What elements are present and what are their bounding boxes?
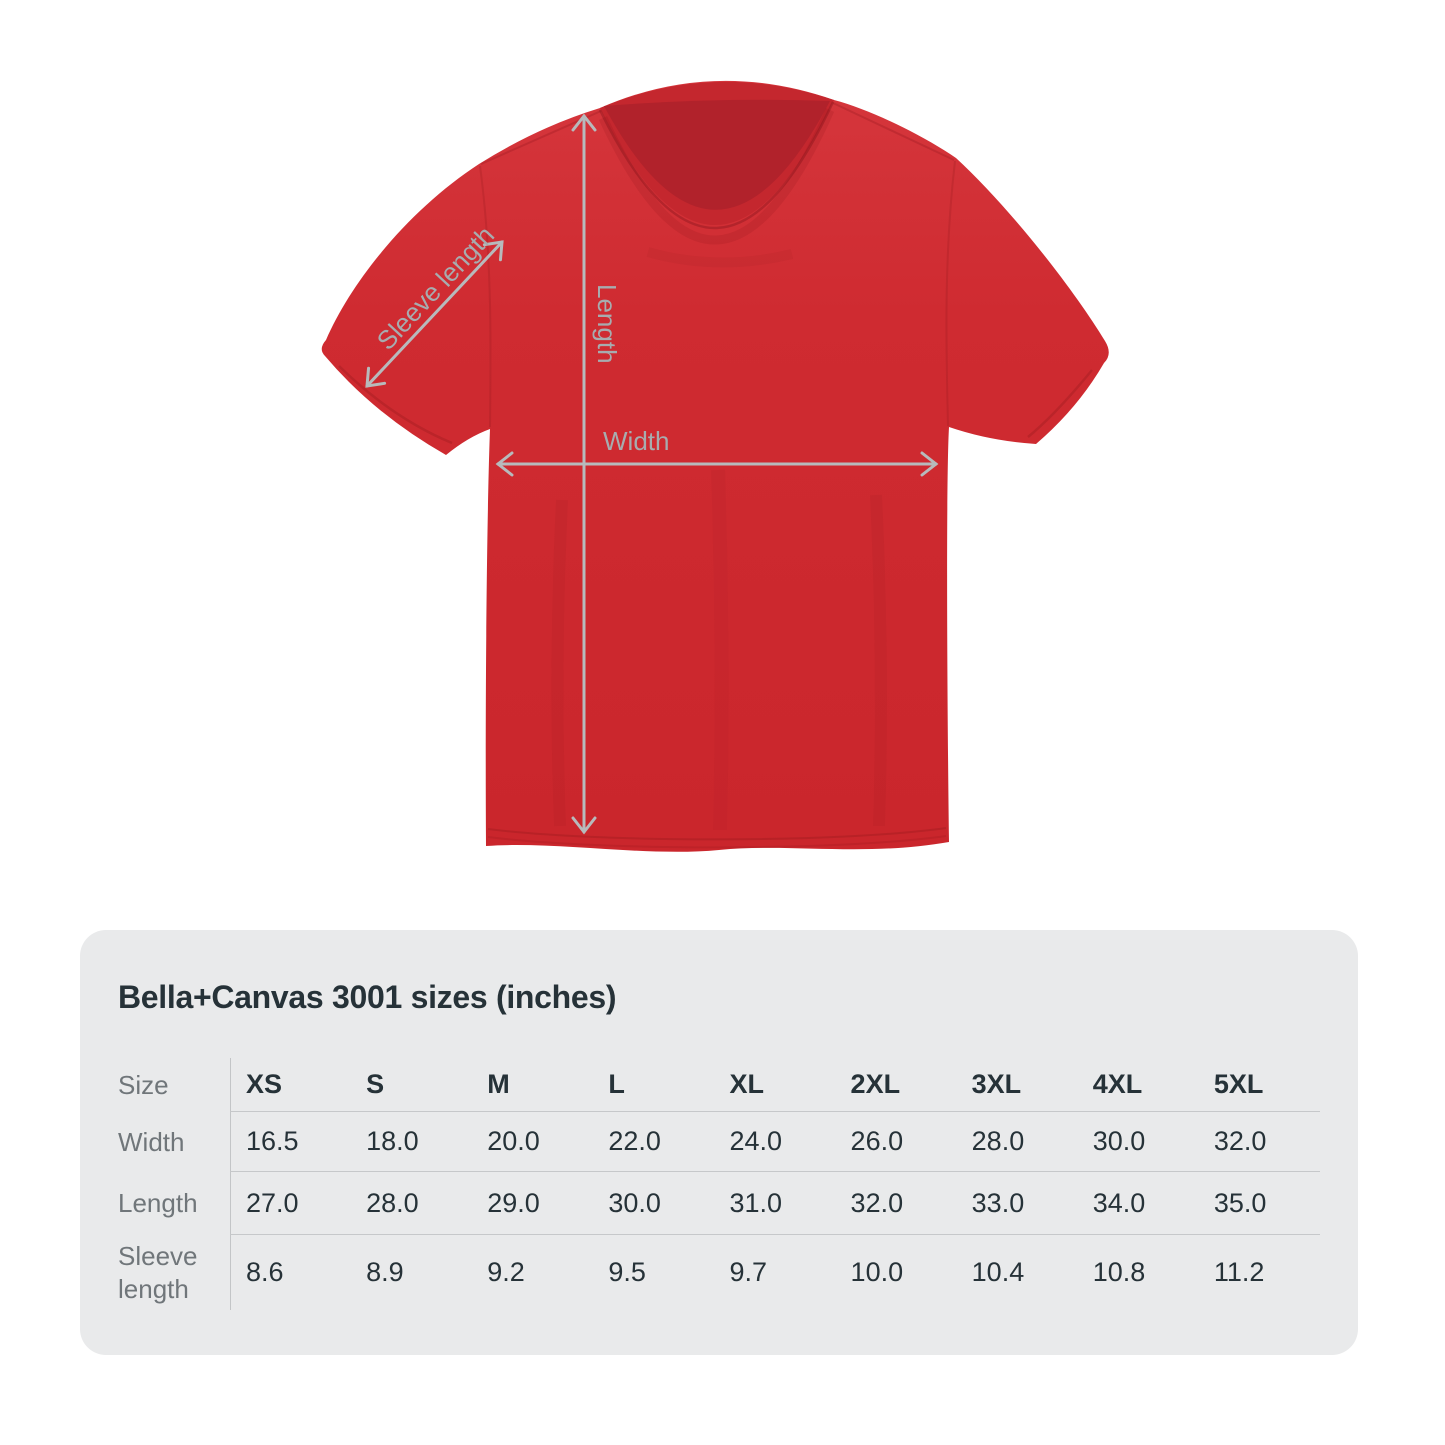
size-value: 10.0 <box>850 1257 904 1287</box>
size-value: 32.0 <box>835 1172 957 1235</box>
size-value: 30.0 <box>593 1172 715 1235</box>
size-header-4xl: 4XL <box>1077 1058 1199 1112</box>
fold-shade-chest <box>646 247 794 268</box>
size-value: 9.7 <box>729 1257 767 1287</box>
collar-inner-shadow <box>604 99 830 210</box>
size-value: 26.0 <box>835 1112 957 1172</box>
size-value: 9.2 <box>487 1257 525 1287</box>
row-label-width: Width <box>118 1126 185 1157</box>
size-header-l: L <box>593 1058 715 1112</box>
size-value: 8.9 <box>366 1257 404 1287</box>
fold-shade-left <box>551 499 568 827</box>
size-value: 24.0 <box>714 1112 836 1172</box>
size-value: 20.0 <box>472 1112 594 1172</box>
size-value: 18.0 <box>351 1112 473 1172</box>
size-table: Size XS S M L XL 2XL 3XL 4XL 5XL Width 1… <box>118 1058 1320 1310</box>
size-header-2xl: 2XL <box>835 1058 957 1112</box>
size-value: 16.5 <box>230 1112 352 1172</box>
size-value: 10.4 <box>971 1257 1025 1287</box>
size-header-xs: XS <box>230 1058 352 1112</box>
collar-seam <box>598 101 835 230</box>
size-header-xl: XL <box>714 1058 836 1112</box>
row-label-length: Length <box>118 1188 198 1219</box>
fold-shade-right <box>870 494 887 827</box>
size-header-m: M <box>472 1058 594 1112</box>
length-label: Length <box>592 284 622 364</box>
size-value: 30.0 <box>1077 1112 1199 1172</box>
tshirt-graphic <box>321 80 1109 852</box>
size-value: 28.0 <box>351 1172 473 1235</box>
hem-stitch-2 <box>487 835 947 849</box>
size-header-3xl: 3XL <box>956 1058 1078 1112</box>
size-value: 22.0 <box>593 1112 715 1172</box>
size-header-s: S <box>351 1058 473 1112</box>
hem-stitch-1 <box>487 827 947 841</box>
size-header-5xl: 5XL <box>1198 1058 1320 1112</box>
cuff-seam-left <box>338 365 453 445</box>
fold-shade-center <box>711 469 729 831</box>
size-table-corner-label: Size <box>118 1069 169 1100</box>
size-table-card: Bella+Canvas 3001 sizes (inches) Size XS… <box>80 930 1358 1355</box>
row-label-sleeve-length: Sleeve length <box>118 1241 198 1304</box>
shoulder-seam-right <box>832 102 955 161</box>
tshirt-measurement-diagram: Length Width Sleeve length <box>321 80 1109 852</box>
size-value: 10.8 <box>1092 1257 1146 1287</box>
size-value: 34.0 <box>1077 1172 1199 1235</box>
size-table-title: Bella+Canvas 3001 sizes (inches) <box>118 979 617 1015</box>
collar-seam-shadow <box>598 108 835 245</box>
sleeve-seam-right <box>945 160 956 427</box>
size-value: 8.6 <box>230 1235 351 1310</box>
size-value: 28.0 <box>956 1112 1078 1172</box>
size-value: 27.0 <box>230 1172 352 1235</box>
size-value: 33.0 <box>956 1172 1078 1235</box>
size-value: 29.0 <box>472 1172 594 1235</box>
size-value: 31.0 <box>714 1172 836 1235</box>
size-value: 11.2 <box>1213 1257 1265 1287</box>
size-value: 32.0 <box>1198 1112 1320 1172</box>
width-label: Width <box>603 426 669 456</box>
size-value: 9.5 <box>608 1257 646 1287</box>
size-value: 35.0 <box>1198 1172 1320 1235</box>
sleeve-length-arrow <box>365 240 504 388</box>
cuff-seam-right <box>1027 369 1093 438</box>
